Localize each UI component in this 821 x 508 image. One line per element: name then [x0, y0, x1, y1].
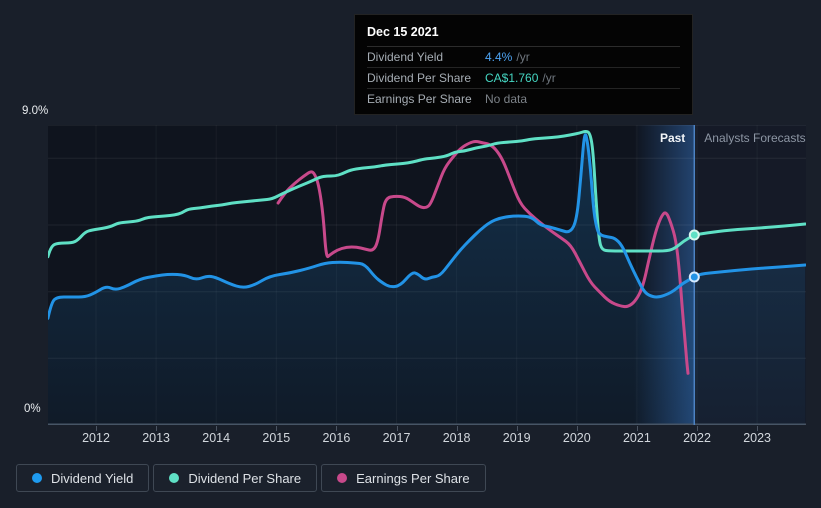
dividend-yield-marker[interactable] [688, 271, 700, 283]
tooltip-row: Dividend Per Share CA$1.760/yr [367, 68, 680, 89]
x-axis-tick [336, 426, 338, 431]
x-axis-tick [576, 426, 578, 431]
tooltip-row-unit: /yr [516, 50, 530, 64]
x-axis-year-label: 2019 [502, 431, 531, 445]
dividend-yield-line [48, 133, 806, 320]
chart-legend: Dividend Yield Dividend Per Share Earnings… [16, 464, 486, 492]
x-axis-tick [516, 426, 518, 431]
x-axis-year-label: 2015 [262, 431, 291, 445]
past-region-label: Past [659, 131, 686, 145]
tooltip-row-value: No data [485, 92, 528, 106]
x-axis-tick [456, 426, 458, 431]
x-axis-tick [757, 426, 759, 431]
x-axis-year-label: 2021 [622, 431, 651, 445]
x-axis-tick [216, 426, 218, 431]
chart-tooltip: Dec 15 2021 Dividend Yield 4.4%/yr Dividen… [354, 14, 693, 115]
forecast-region-label: Analysts Forecasts [704, 131, 806, 145]
tooltip-row-label: Earnings Per Share [367, 92, 472, 106]
legend-item-label: Earnings Per Share [356, 470, 470, 486]
x-axis-year-label: 2020 [562, 431, 591, 445]
tooltip-row-label: Dividend Yield [367, 50, 444, 64]
dividend-per-share-line [48, 130, 806, 259]
x-axis-year-label: 2022 [683, 431, 711, 445]
x-axis-year-label: 2013 [142, 431, 170, 445]
tooltip-row: Earnings Per Share No data [367, 89, 680, 109]
chart-canvas[interactable] [48, 125, 806, 425]
y-axis-max-label: 9.0% [22, 105, 49, 117]
tooltip-row: Dividend Yield 4.4%/yr [367, 47, 680, 68]
dividend-per-share-marker[interactable] [688, 229, 700, 241]
x-axis-tick [96, 426, 97, 431]
x-axis-year-label: 2014 [202, 431, 231, 445]
tooltip-row-value: CA$1.760 [485, 71, 539, 85]
x-axis-tick [697, 426, 698, 431]
legend-color-dot [32, 473, 42, 483]
x-axis-year-label: 2023 [743, 431, 771, 445]
chart-plot-area[interactable]: Past Analysts Forecasts [48, 125, 806, 425]
x-axis-tick [156, 426, 158, 431]
earnings-per-share-line [276, 140, 690, 375]
x-axis-year-label: 2016 [322, 431, 351, 445]
tooltip-row-unit: /yr [542, 71, 556, 85]
legend-color-dot [337, 473, 348, 483]
legend-item-dividend-yield[interactable]: Dividend Yield [16, 464, 150, 492]
x-axis-tick [396, 426, 398, 431]
tooltip-row-label: Dividend Per Share [367, 71, 472, 85]
legend-item-label: Dividend Yield [51, 470, 134, 486]
legend-color-dot [169, 473, 180, 483]
x-axis-year-label: 2012 [82, 431, 110, 445]
legend-item-label: Dividend Per Share [188, 470, 302, 486]
legend-item-dividend-per-share[interactable]: Dividend Per Share [153, 464, 318, 492]
x-axis-year-label: 2018 [442, 431, 471, 445]
x-axis-tick [636, 426, 638, 431]
tooltip-date: Dec 15 2021 [367, 22, 680, 47]
x-axis-tick [276, 426, 278, 431]
legend-item-earnings-per-share[interactable]: Earnings Per Share [321, 464, 486, 492]
tooltip-row-value: 4.4% [485, 50, 513, 64]
x-axis-year-label: 2017 [382, 431, 411, 445]
y-axis-min-label: 0% [24, 403, 41, 415]
